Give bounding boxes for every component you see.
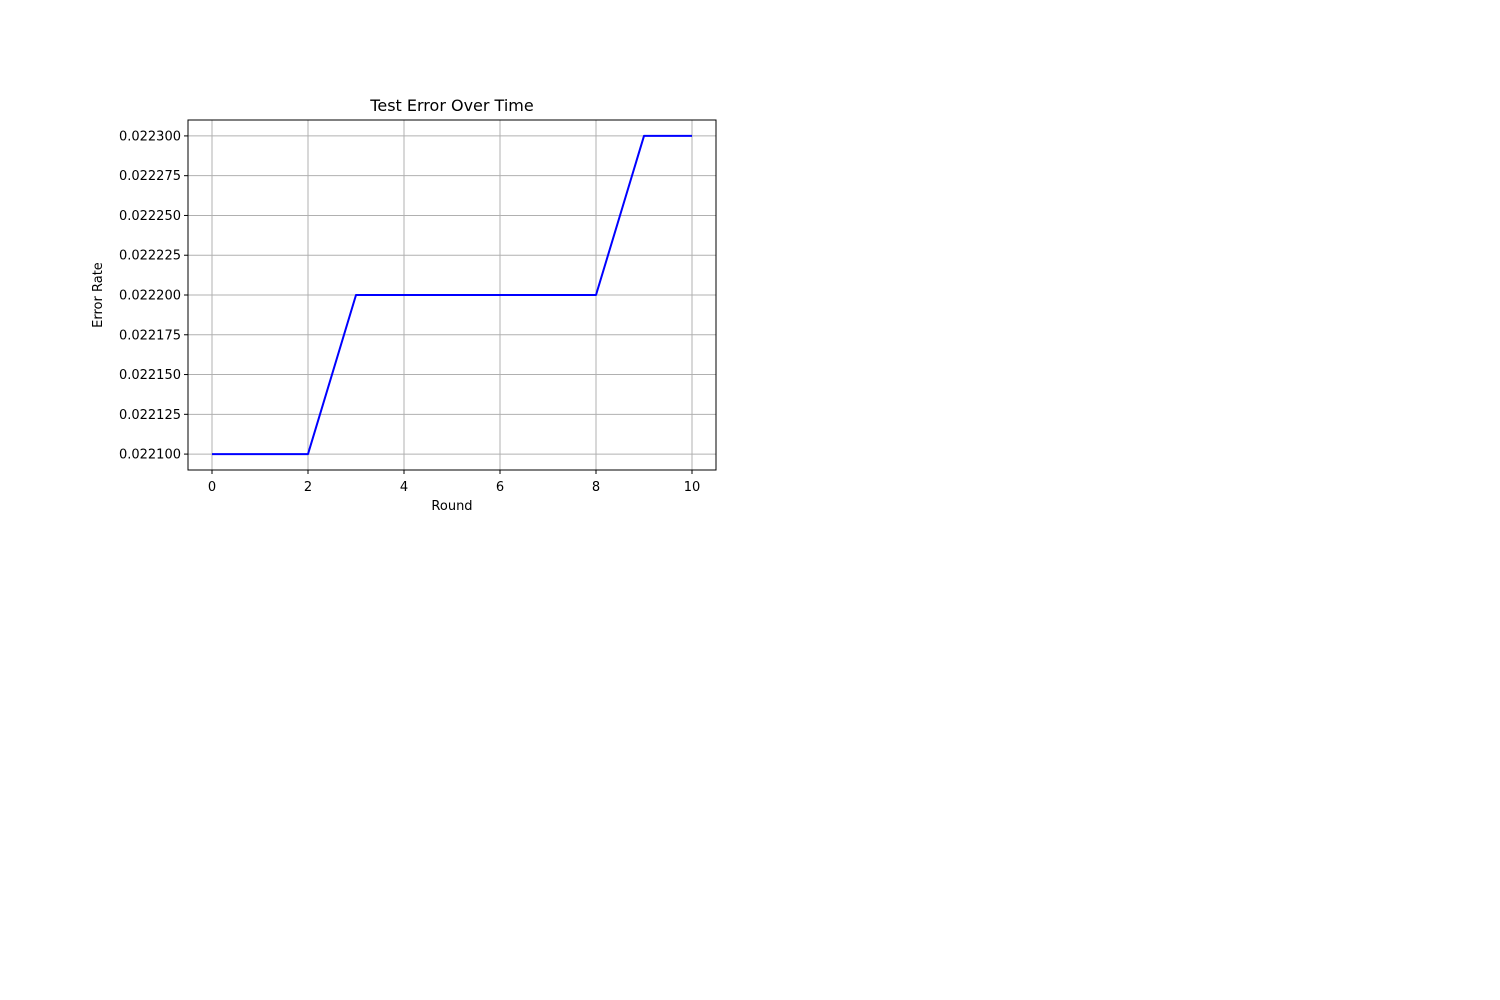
y-tick-label: 0.022300 [119,129,181,144]
y-tick-label: 0.022100 [119,448,181,463]
x-tick-label: 2 [304,480,312,495]
y-tick-label: 0.022150 [119,368,181,383]
series-layer [212,134,692,456]
y-tick-label: 0.022225 [119,249,181,264]
x-tick-label: 8 [592,480,600,495]
y-axis: 0.022100 0.022125 0.022150 0.022175 0.022200… [119,129,188,463]
chart-title: Test Error Over Time [369,96,533,115]
x-tick-label: 4 [400,480,408,495]
series-line [212,134,692,456]
y-tick-label: 0.022175 [119,328,181,343]
x-axis-title: Round [431,499,472,514]
y-tick-label: 0.022275 [119,169,181,184]
y-tick-label: 0.022125 [119,408,181,423]
x-axis: 0 2 4 6 8 10 [208,470,700,495]
y-tick-label: 0.022200 [119,289,181,304]
x-tick-label: 6 [496,480,504,495]
x-tick-label: 10 [684,480,701,495]
y-tick-label: 0.022250 [119,209,181,224]
y-axis-title: Error Rate [91,262,106,328]
x-tick-label: 0 [208,480,216,495]
